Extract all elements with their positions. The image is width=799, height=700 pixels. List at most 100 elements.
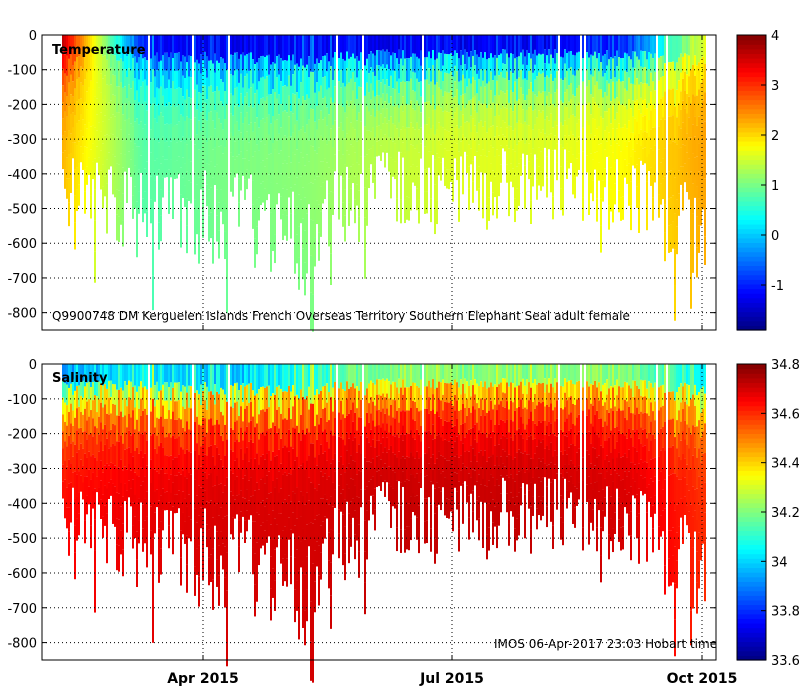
profile-segment: [382, 137, 384, 153]
profile-segment: [100, 383, 102, 403]
profile-segment: [244, 364, 246, 387]
profile-segment: [538, 401, 540, 421]
profile-segment: [682, 78, 684, 101]
profile-segment: [200, 425, 202, 447]
profile-segment: [226, 477, 228, 516]
profile-segment: [492, 431, 494, 455]
profile-segment: [402, 410, 404, 426]
profile-segment: [534, 364, 536, 379]
profile-segment: [378, 379, 380, 395]
profile-segment: [596, 504, 598, 528]
profile-segment: [106, 59, 108, 85]
profile-segment: [548, 77, 550, 93]
profile-segment: [254, 584, 256, 617]
profile-segment: [522, 79, 524, 95]
profile-segment: [302, 495, 304, 529]
profile-segment: [370, 67, 372, 84]
profile-segment: [684, 53, 686, 72]
profile-segment: [270, 94, 272, 124]
profile-segment: [452, 97, 454, 119]
profile-segment: [258, 514, 260, 540]
profile-segment: [260, 183, 262, 206]
profile-segment: [366, 82, 368, 107]
profile-segment: [72, 379, 74, 395]
profile-segment: [290, 35, 292, 61]
profile-segment: [204, 68, 206, 86]
profile-segment: [430, 504, 432, 529]
profile-segment: [404, 82, 406, 106]
profile-segment: [172, 58, 174, 82]
profile-segment: [676, 476, 678, 505]
profile-segment: [214, 91, 216, 111]
profile-segment: [206, 409, 208, 433]
profile-segment: [672, 115, 674, 142]
profile-segment: [468, 35, 470, 57]
profile-segment: [116, 389, 118, 416]
profile-segment: [408, 104, 410, 128]
profile-segment: [648, 154, 650, 172]
profile-segment: [588, 454, 590, 477]
profile-segment: [68, 202, 70, 227]
profile-segment: [160, 521, 162, 549]
profile-segment: [184, 476, 186, 499]
profile-segment: [118, 493, 120, 520]
colorbar-tick-label: -1: [771, 279, 784, 294]
profile-segment: [498, 505, 500, 526]
profile-segment: [396, 504, 398, 528]
profile-segment: [138, 124, 140, 147]
profile-segment: [638, 109, 640, 134]
profile-segment: [556, 71, 558, 90]
profile-segment: [144, 408, 146, 432]
profile-segment: [662, 510, 664, 532]
profile-segment: [288, 35, 290, 56]
profile-segment: [360, 87, 362, 105]
colorbar-cell: [737, 173, 766, 179]
profile-segment: [528, 436, 530, 455]
profile-segment: [670, 35, 672, 63]
profile-segment: [160, 86, 162, 113]
profile-segment: [268, 114, 270, 135]
profile-segment: [194, 392, 196, 422]
profile-segment: [330, 128, 332, 161]
profile-segment: [438, 469, 440, 488]
profile-segment: [388, 137, 390, 155]
profile-segment: [262, 432, 264, 455]
profile-segment: [500, 456, 502, 476]
profile-segment: [360, 139, 362, 157]
profile-segment: [618, 190, 620, 213]
profile-segment: [492, 102, 494, 126]
profile-segment: [308, 386, 310, 410]
profile-segment: [218, 575, 220, 606]
profile-segment: [378, 35, 380, 51]
profile-segment: [568, 397, 570, 415]
profile-segment: [418, 82, 420, 106]
profile-segment: [176, 142, 178, 161]
profile-segment: [566, 382, 568, 401]
profile-segment: [264, 364, 266, 388]
profile-segment: [72, 456, 74, 473]
profile-segment: [620, 527, 622, 551]
profile-segment: [318, 35, 320, 64]
profile-segment: [472, 448, 474, 470]
profile-segment: [88, 469, 90, 487]
profile-segment: [620, 364, 622, 388]
profile-segment: [590, 403, 592, 424]
profile-segment: [196, 59, 198, 85]
profile-segment: [406, 410, 408, 434]
profile-segment: [402, 364, 404, 380]
profile-segment: [532, 35, 534, 54]
profile-segment: [624, 70, 626, 89]
profile-segment: [456, 491, 458, 510]
profile-segment: [240, 469, 242, 491]
profile-segment: [420, 426, 422, 442]
profile-segment: [132, 195, 134, 219]
profile-segment: [436, 35, 438, 59]
profile-segment: [334, 489, 336, 508]
profile-segment: [348, 106, 350, 131]
profile-segment: [532, 496, 534, 516]
profile-segment: [186, 198, 188, 226]
profile-segment: [594, 465, 596, 483]
profile-segment: [158, 391, 160, 419]
profile-segment: [232, 473, 234, 496]
